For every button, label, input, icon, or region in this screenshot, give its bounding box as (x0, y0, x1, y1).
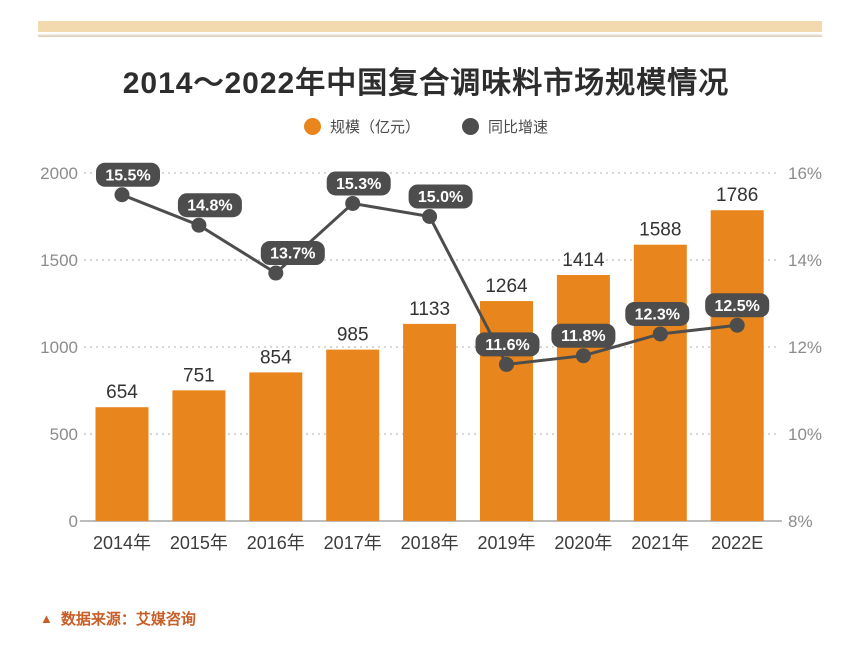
growth-point-2022E (729, 317, 745, 333)
x-axis-label: 2021年 (631, 533, 689, 553)
bar-2020年 (556, 274, 610, 521)
bar-value-label: 985 (337, 325, 369, 346)
growth-label-badge (177, 193, 242, 218)
header-band-line (38, 34, 822, 37)
bar-2022E (710, 210, 764, 521)
legend-label-growth: 同比增速 (488, 119, 549, 136)
growth-point-2021年 (652, 326, 668, 342)
data-source-note: ▲ 数据来源：艾媒咨询 (40, 608, 196, 629)
page-title: 2014～2022年中国复合调味料市场规模情况 (122, 67, 730, 100)
x-axis-label: 2022E (711, 533, 763, 553)
bar-2014年 (95, 407, 149, 521)
growth-point-2018年 (422, 209, 438, 224)
growth-label-text: 12.5% (715, 298, 760, 315)
bar-value-label: 854 (260, 347, 292, 368)
growth-legend-dot-icon (462, 118, 479, 135)
x-axis-label: 2015年 (170, 533, 228, 553)
bar-value-label: 1133 (409, 299, 450, 320)
growth-label-badge (260, 241, 325, 266)
growth-point-2017年 (345, 195, 361, 211)
growth-point-2014年 (114, 187, 130, 203)
growth-label-text: 15.0% (418, 189, 463, 206)
growth-label-text: 12.3% (635, 306, 680, 323)
x-axis-label: 2018年 (401, 533, 459, 553)
legend-label-scale: 规模（亿元） (329, 119, 420, 136)
growth-label-text: 13.7% (270, 246, 315, 263)
bar-value-label: 1588 (639, 220, 681, 241)
growth-point-2016年 (268, 265, 284, 281)
bar-2015年 (172, 390, 226, 521)
bar-value-label: 1786 (716, 185, 758, 206)
x-axis-label: 2014年 (93, 533, 151, 553)
growth-label-text: 11.8% (561, 328, 605, 345)
scale-legend-dot-icon (303, 118, 321, 135)
right-axis-tick: 16% (788, 164, 822, 183)
left-axis-tick: 1500 (40, 251, 78, 270)
growth-label-badge (96, 162, 160, 187)
x-axis-label: 2019年 (477, 533, 535, 553)
right-axis-tick: 12% (788, 338, 822, 357)
x-axis-label: 2020年 (554, 533, 612, 553)
left-axis-tick: 2000 (40, 164, 78, 183)
x-axis-label: 2017年 (324, 533, 382, 553)
left-axis-tick: 0 (69, 512, 78, 531)
growth-point-2019年 (499, 356, 514, 372)
right-axis-tick: 14% (788, 251, 822, 270)
bar-value-label: 1414 (562, 250, 605, 271)
x-axis-label: 2016年 (247, 533, 305, 553)
bar-2021年 (633, 244, 687, 522)
growth-label-text: 15.5% (105, 167, 150, 184)
legend-item-scale: 规模（亿元） (303, 116, 420, 137)
bar-2017年 (326, 349, 380, 521)
triangle-icon: ▲ (40, 611, 53, 626)
chart-canvas: 0 8% 500 10% 1000 12% 1500 14% 2000 16% 654 2014年 75… (40, 162, 822, 553)
growth-label-badge (326, 171, 391, 196)
chart-legend: 规模（亿元） 同比增速 (0, 116, 852, 137)
growth-label-badge (475, 332, 540, 357)
growth-label-badge (625, 301, 690, 326)
growth-point-2015年 (191, 217, 207, 233)
bar-value-label: 654 (106, 382, 138, 403)
right-axis-tick: 8% (788, 512, 813, 531)
growth-label-badge (408, 184, 473, 209)
growth-label-badge (705, 293, 770, 318)
growth-label-text: 14.8% (187, 198, 232, 215)
growth-label-text: 15.3% (336, 176, 381, 193)
growth-label-text: 11.6% (485, 337, 529, 354)
left-axis-tick: 1000 (40, 338, 78, 357)
left-axis-tick: 500 (50, 425, 78, 444)
bar-value-label: 1264 (485, 276, 528, 297)
bar-2018年 (403, 323, 457, 521)
bar-value-label: 751 (183, 365, 215, 386)
growth-point-2020年 (575, 348, 591, 364)
source-text: 数据来源：艾媒咨询 (60, 611, 196, 628)
growth-label-badge (551, 323, 616, 348)
legend-item-growth: 同比增速 (462, 116, 548, 137)
header-band (38, 21, 822, 32)
bar-2016年 (249, 372, 303, 521)
right-axis-tick: 10% (788, 425, 822, 444)
